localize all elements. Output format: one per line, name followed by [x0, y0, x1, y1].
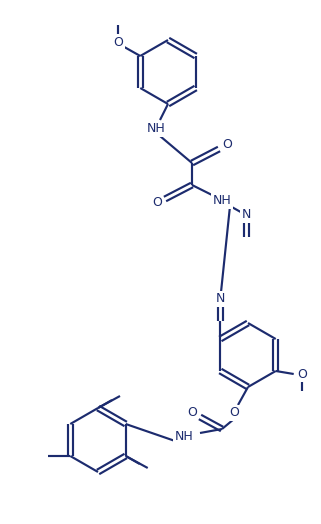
Text: O: O: [187, 407, 197, 420]
Text: NH: NH: [213, 194, 231, 208]
Text: O: O: [152, 196, 162, 210]
Text: O: O: [222, 138, 232, 151]
Text: NH: NH: [175, 431, 193, 443]
Text: O: O: [297, 367, 307, 380]
Text: NH: NH: [147, 123, 165, 136]
Text: N: N: [241, 209, 251, 222]
Text: O: O: [113, 36, 123, 49]
Text: N: N: [216, 292, 225, 305]
Text: O: O: [229, 407, 239, 420]
